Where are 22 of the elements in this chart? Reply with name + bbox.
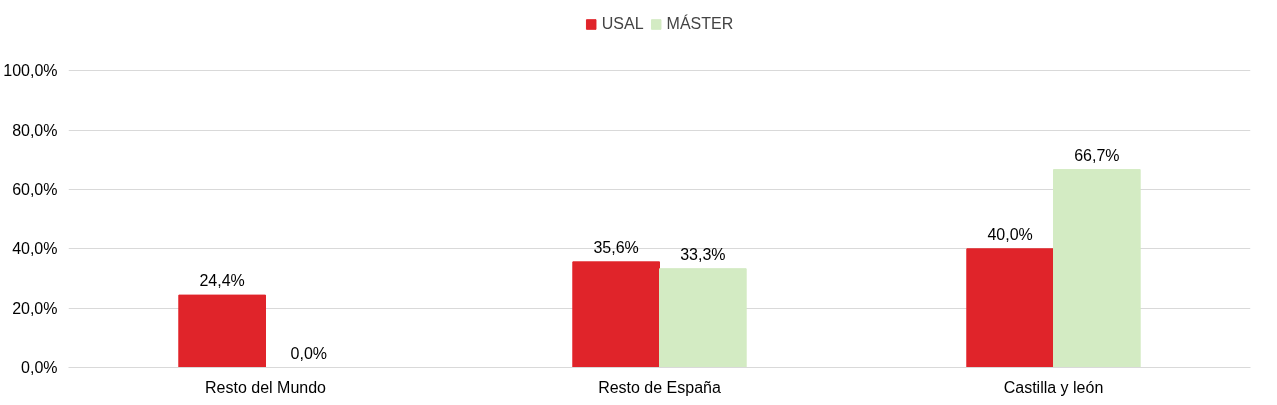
data-label: 24,4%	[199, 272, 245, 290]
data-label: 66,7%	[1074, 146, 1120, 164]
bar	[178, 294, 266, 368]
x-tick-label: Resto del Mundo	[205, 378, 327, 396]
legend-label: MÁSTER	[666, 15, 734, 33]
bar	[572, 261, 660, 368]
legend-label: USAL	[601, 15, 644, 33]
y-tick-label: 0,0%	[21, 359, 58, 376]
bar	[659, 268, 747, 368]
y-tick-label: 20,0%	[12, 299, 58, 317]
x-tick-label: Resto de España	[598, 378, 721, 396]
y-tick-label: 80,0%	[12, 121, 58, 139]
y-tick-label: 100,0%	[3, 62, 58, 80]
y-tick-label: 40,0%	[12, 240, 58, 258]
x-tick-label: Castilla y león	[1003, 378, 1104, 396]
data-label: 0,0%	[290, 344, 328, 362]
y-tick-label: 60,0%	[12, 180, 58, 198]
data-label: 33,3%	[680, 245, 726, 263]
data-label: 40,0%	[987, 225, 1033, 243]
bar	[1053, 169, 1141, 368]
bar	[966, 248, 1054, 368]
data-label: 35,6%	[593, 238, 639, 256]
